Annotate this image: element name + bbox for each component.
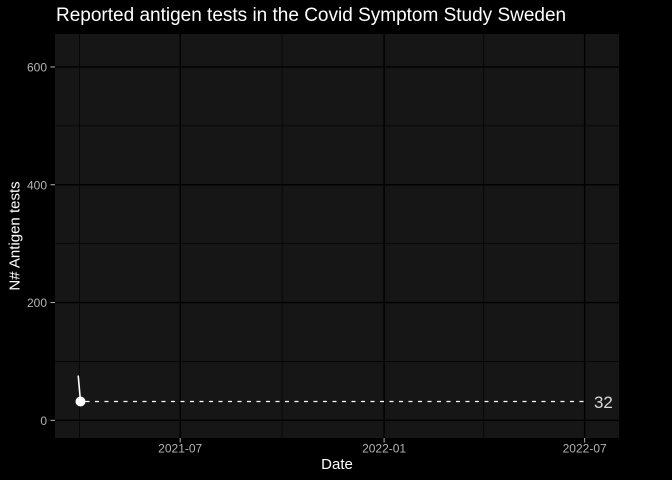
x-axis-title: Date bbox=[321, 456, 353, 473]
x-tick-label: 2021-07 bbox=[158, 442, 202, 456]
panel-background bbox=[55, 34, 619, 438]
x-tick-label: 2022-07 bbox=[563, 442, 607, 456]
y-axis-title: N# Antigen tests bbox=[6, 181, 24, 291]
y-tick-label: 400 bbox=[27, 178, 47, 192]
y-tick-label: 200 bbox=[27, 296, 47, 310]
last-value-point bbox=[75, 396, 86, 407]
y-tick-label: 0 bbox=[40, 414, 47, 428]
y-tick-label: 600 bbox=[27, 60, 47, 74]
chart-title: Reported antigen tests in the Covid Symp… bbox=[56, 5, 567, 26]
x-tick-label: 2022-01 bbox=[362, 442, 406, 456]
reference-value-label: 32 bbox=[594, 393, 613, 412]
